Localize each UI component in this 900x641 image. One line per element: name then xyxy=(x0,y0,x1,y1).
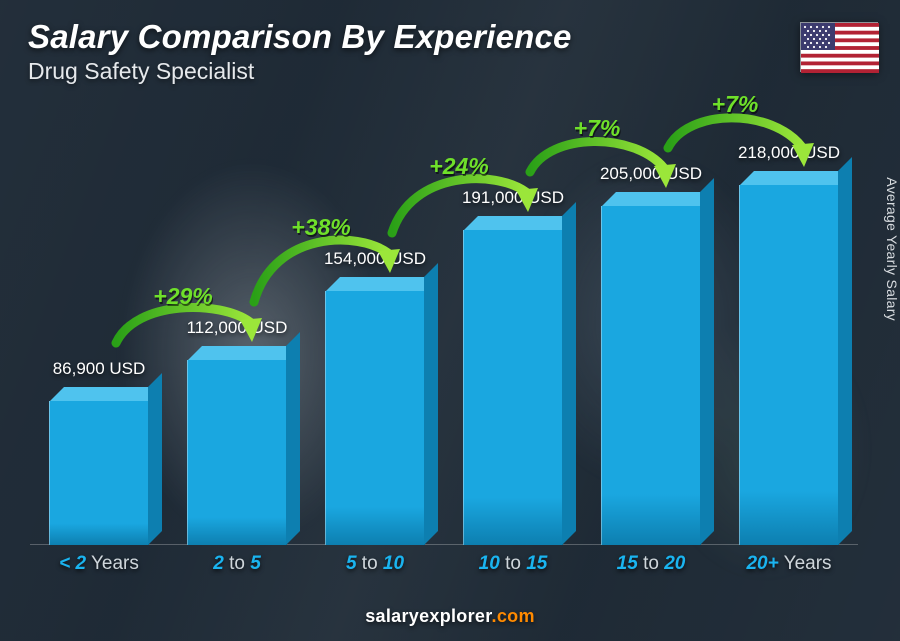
growth-arc xyxy=(668,118,802,148)
growth-pct-label: +24% xyxy=(429,153,488,179)
growth-arc xyxy=(530,141,664,172)
y-axis-label: Average Yearly Salary xyxy=(884,177,900,321)
arrowhead-icon xyxy=(654,164,676,188)
growth-pct-label: +29% xyxy=(153,283,212,309)
arrowhead-icon xyxy=(240,318,262,342)
arrowhead-icon xyxy=(378,249,400,273)
footer-site-prefix: salaryexplorer xyxy=(365,606,491,626)
growth-arc xyxy=(254,240,388,302)
growth-pct-label: +7% xyxy=(574,115,621,141)
chart-area: 86,900 USD< 2 Years112,000 USD2 to 5154,… xyxy=(30,120,858,575)
growth-arrows-layer: +29%+29%+38%+38%+24%+24%+7%+7%+7%+7% xyxy=(30,120,858,575)
arrowhead-icon xyxy=(516,188,538,212)
growth-arc xyxy=(392,179,526,233)
growth-arc xyxy=(116,307,250,343)
growth-pct-label: +38% xyxy=(291,214,350,240)
chart-stage: Salary Comparison By Experience Drug Saf… xyxy=(0,0,900,641)
us-flag-icon xyxy=(800,22,878,72)
footer-dot-icon: .com xyxy=(492,606,535,626)
chart-title: Salary Comparison By Experience xyxy=(28,18,572,56)
chart-subtitle: Drug Safety Specialist xyxy=(28,58,254,85)
arrowhead-icon xyxy=(792,143,814,167)
footer-attribution: salaryexplorer.com xyxy=(0,606,900,627)
growth-pct-label: +7% xyxy=(712,91,759,117)
